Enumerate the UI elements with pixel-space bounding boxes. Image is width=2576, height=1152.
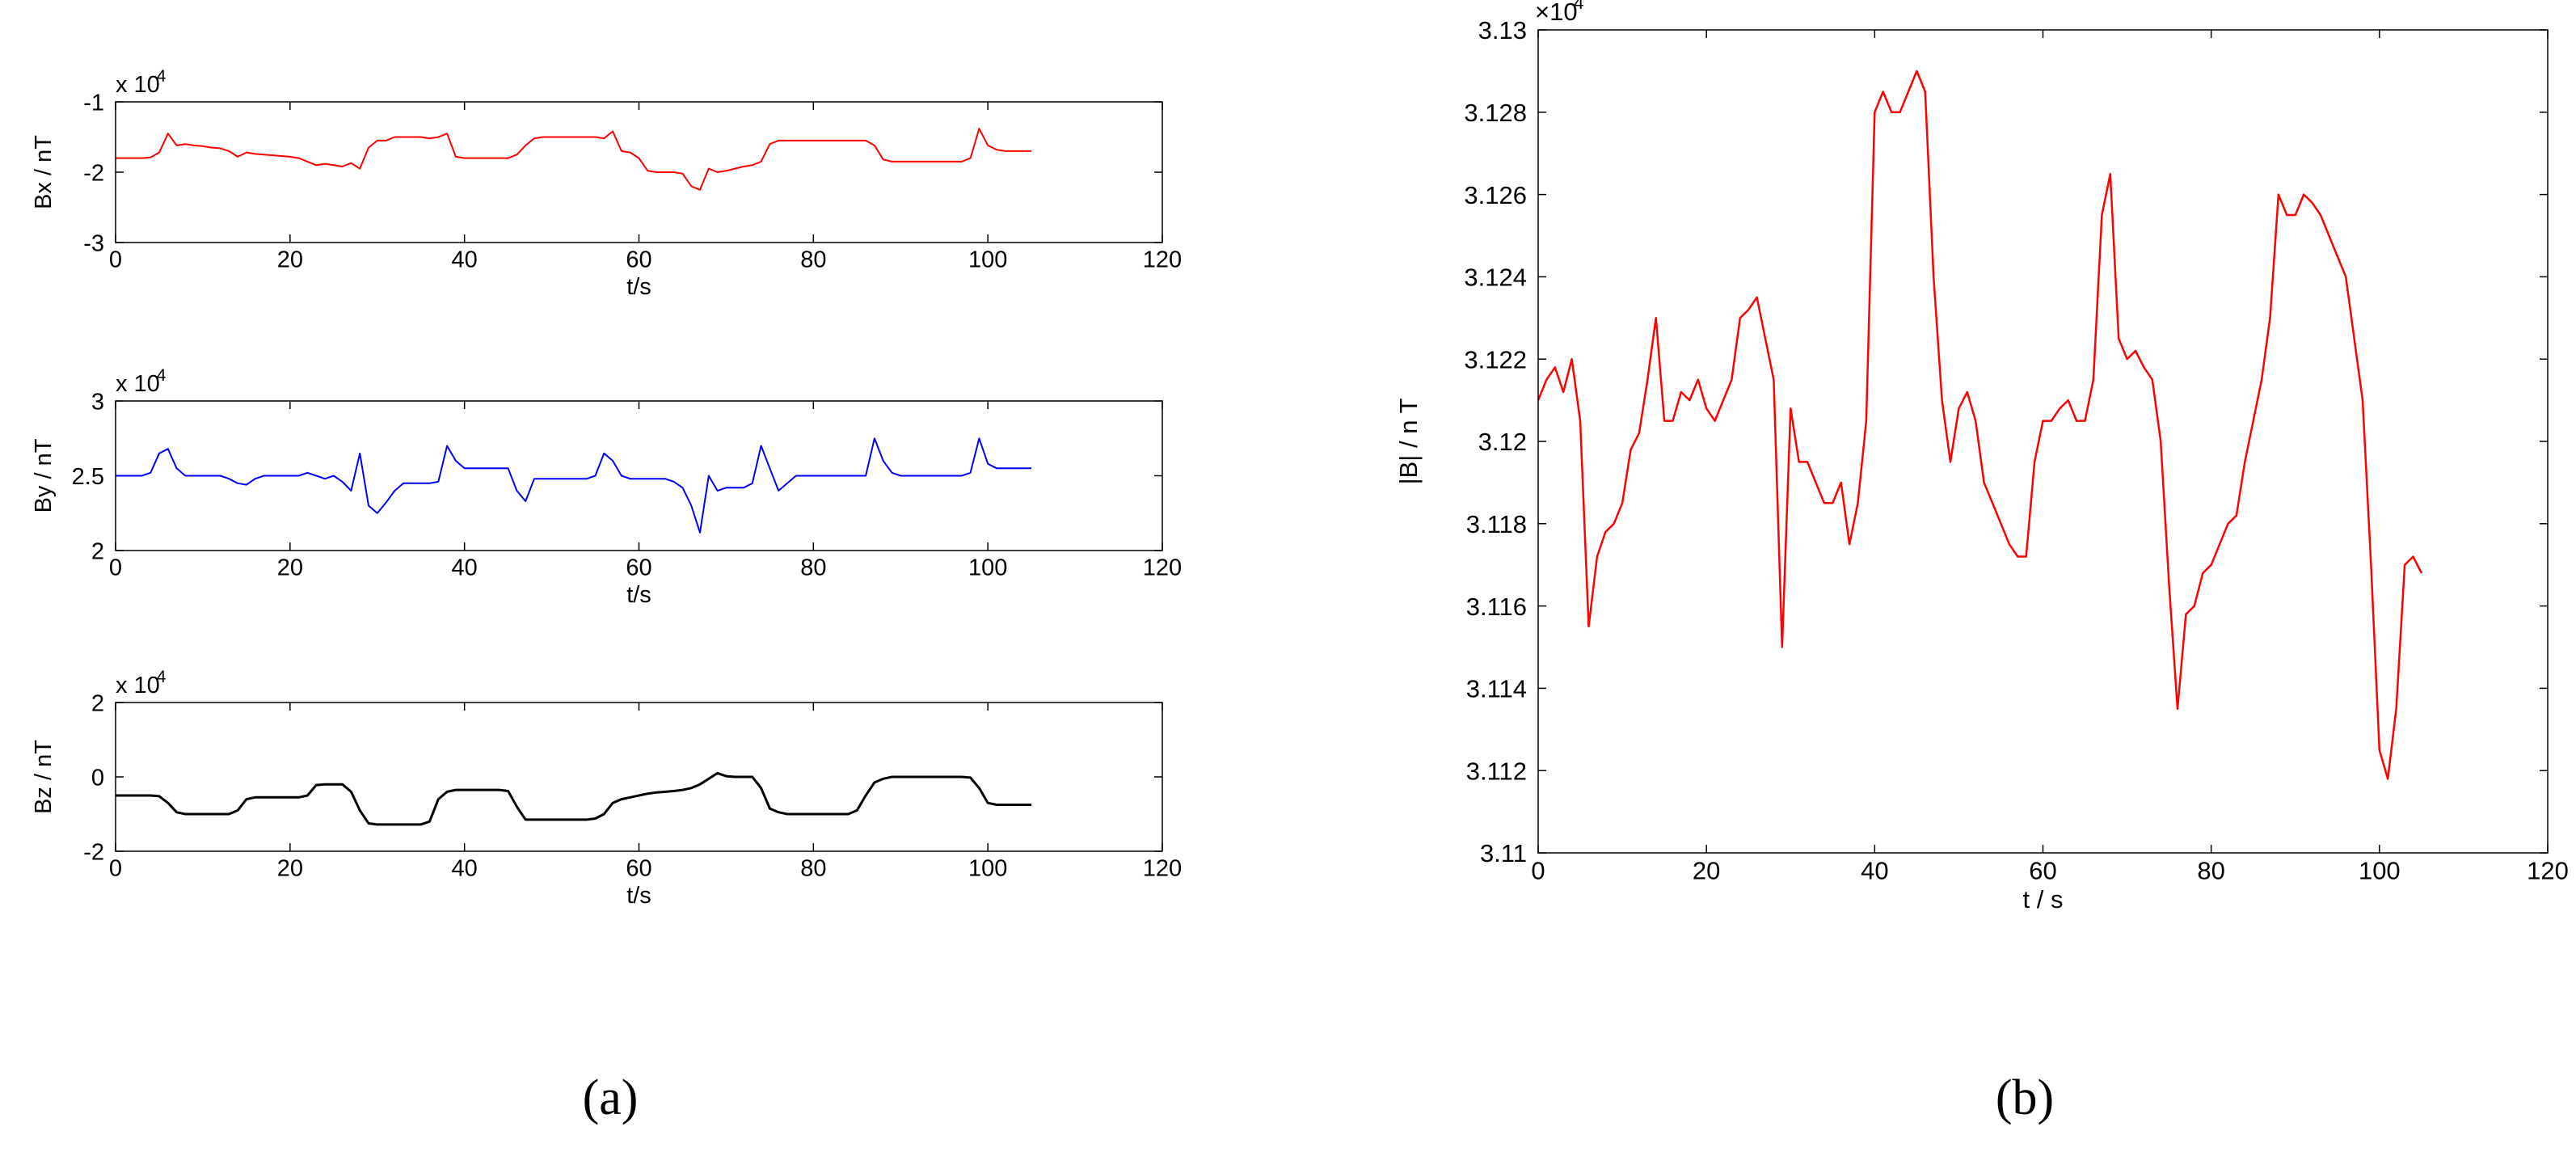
data-line <box>116 437 1032 534</box>
y-tick-label: 3.114 <box>1466 675 1527 703</box>
panel-label: (a) <box>583 1070 639 1125</box>
axis-exponent: 4 <box>157 668 167 686</box>
x-tick-label: 20 <box>277 855 303 881</box>
y-tick-label: 3 <box>91 389 104 415</box>
axis-multiplier: x 10 <box>116 72 160 98</box>
data-line <box>1537 70 2423 780</box>
x-tick-label: 0 <box>109 555 122 580</box>
plot-area <box>116 703 1162 851</box>
y-tick-label: -2 <box>83 160 104 186</box>
panel-label: (b) <box>1996 1070 2054 1125</box>
x-tick-label: 100 <box>968 555 1007 580</box>
y-tick-label: -1 <box>83 90 104 116</box>
x-tick-label: 40 <box>452 555 478 580</box>
y-axis-label: Bx / nT <box>31 135 57 209</box>
y-tick-label: 3.126 <box>1464 181 1527 209</box>
y-tick-label: 3.118 <box>1466 510 1527 538</box>
y-tick-label: 2 <box>91 538 104 564</box>
y-tick-label: 3.124 <box>1464 264 1527 292</box>
axis-exponent: 4 <box>1574 0 1583 13</box>
x-axis-label: t/s <box>626 582 651 608</box>
axes-frame <box>1537 29 2549 854</box>
plot-area <box>116 102 1162 243</box>
x-tick-label: 20 <box>277 555 303 580</box>
y-tick-label: 3.12 <box>1478 428 1527 456</box>
y-tick-label: 2.5 <box>72 464 104 490</box>
x-tick-label: 40 <box>452 855 478 881</box>
axes-frame <box>115 101 1163 243</box>
x-tick-label: 60 <box>626 855 651 881</box>
x-tick-label: 60 <box>2029 857 2056 885</box>
axes-frame <box>115 400 1163 551</box>
y-tick-label: 0 <box>91 765 104 791</box>
y-tick-label: 3.112 <box>1466 757 1527 785</box>
x-tick-label: 40 <box>1861 857 1888 885</box>
x-tick-label: 80 <box>2197 857 2224 885</box>
axis-multiplier: ×10 <box>1535 0 1578 26</box>
x-tick-label: 120 <box>1143 555 1182 580</box>
x-axis-label: t/s <box>626 274 651 300</box>
x-tick-label: 0 <box>109 855 122 881</box>
x-tick-label: 20 <box>1693 857 1720 885</box>
y-tick-label: 3.116 <box>1466 593 1527 621</box>
data-line <box>116 128 1032 191</box>
x-tick-label: 120 <box>1143 247 1182 272</box>
x-tick-label: 80 <box>800 555 826 580</box>
y-tick-label: -2 <box>83 839 104 865</box>
x-tick-label: 20 <box>277 247 303 272</box>
x-tick-label: 60 <box>626 555 651 580</box>
x-tick-label: 0 <box>1531 857 1545 885</box>
x-tick-label: 60 <box>626 247 651 272</box>
y-axis-label: |B| / n T <box>1394 399 1423 485</box>
y-tick-label: 2 <box>91 690 104 716</box>
x-tick-label: 80 <box>800 855 826 881</box>
x-tick-label: 0 <box>109 247 122 272</box>
y-axis-label: Bz / nT <box>31 740 57 814</box>
x-tick-label: 100 <box>968 855 1007 881</box>
x-axis-label: t/s <box>626 883 651 909</box>
y-tick-label: 3.13 <box>1478 16 1527 44</box>
y-axis-label: By / nT <box>31 438 57 513</box>
y-tick-label: 3.11 <box>1480 839 1527 867</box>
axis-multiplier: x 10 <box>116 673 160 698</box>
data-line <box>116 771 1032 826</box>
x-tick-label: 80 <box>800 247 826 272</box>
axes-frame <box>115 702 1163 852</box>
x-tick-label: 100 <box>2359 857 2401 885</box>
axis-multiplier: x 10 <box>116 371 160 397</box>
x-tick-label: 40 <box>452 247 478 272</box>
plot-area <box>1538 30 2548 853</box>
x-tick-label: 120 <box>2527 857 2569 885</box>
axis-exponent: 4 <box>157 366 167 385</box>
axis-exponent: 4 <box>157 67 167 86</box>
x-axis-label: t / s <box>2023 885 2064 914</box>
x-tick-label: 100 <box>968 247 1007 272</box>
x-tick-label: 120 <box>1143 855 1182 881</box>
y-tick-label: -3 <box>83 230 104 256</box>
y-tick-label: 3.122 <box>1464 345 1527 373</box>
y-tick-label: 3.128 <box>1464 99 1527 127</box>
